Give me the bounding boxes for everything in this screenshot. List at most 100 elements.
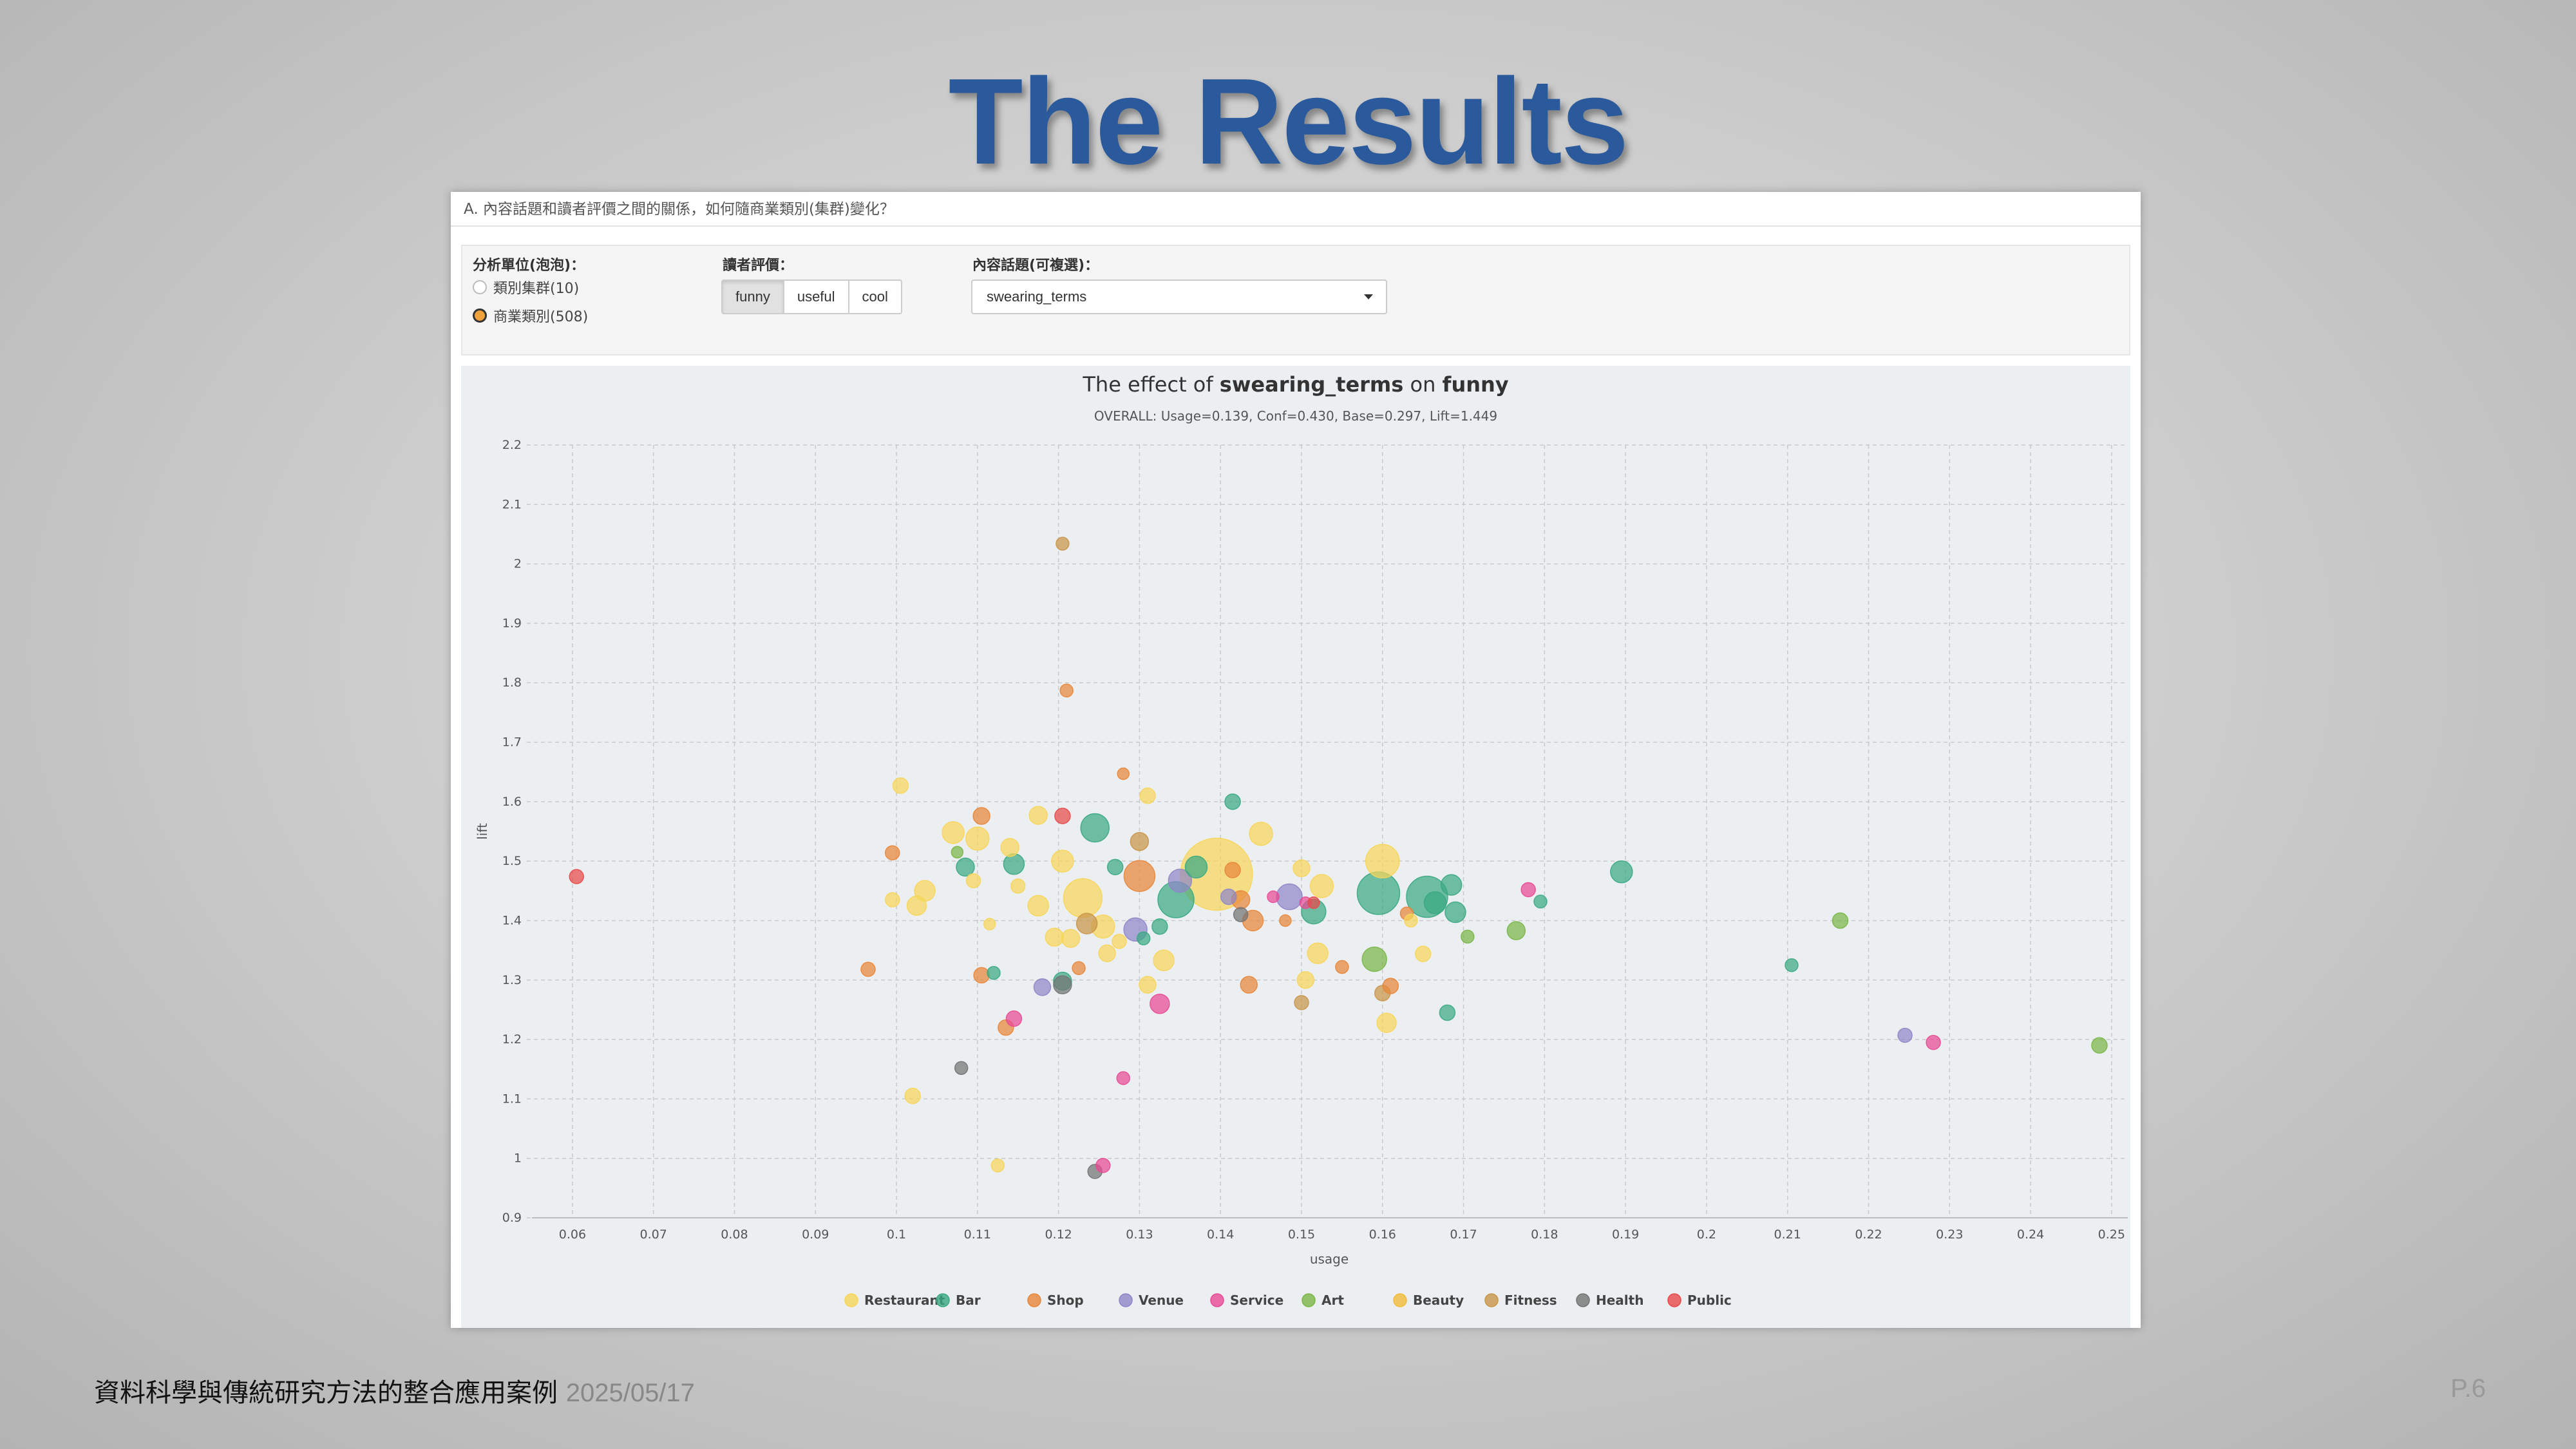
x-tick-label: 0.13 — [1126, 1227, 1153, 1242]
x-tick-label: 0.12 — [1045, 1227, 1072, 1242]
legend-label: Shop — [1047, 1293, 1084, 1308]
radio-category-cluster[interactable]: 類別集群(10) — [473, 277, 579, 298]
bubble-fitness — [1075, 913, 1098, 934]
legend-swatch — [936, 1293, 950, 1307]
bubble-restaurant — [1296, 971, 1315, 989]
bubble-health — [1233, 907, 1249, 922]
rating-button-group: funny useful cool — [721, 279, 902, 314]
bubble-public — [569, 869, 584, 884]
bubble-restaurant — [1139, 976, 1157, 994]
legend-swatch — [1667, 1293, 1681, 1307]
y-tick-label: 1.5 — [502, 854, 522, 868]
y-tick-label: 1.8 — [502, 676, 522, 690]
bubble-bar — [956, 857, 975, 877]
y-tick-label: 0.9 — [502, 1211, 522, 1225]
bubble-shop — [1382, 978, 1399, 994]
legend-label: Art — [1321, 1293, 1344, 1308]
bubble-restaurant — [1404, 913, 1418, 928]
radio-cluster-dot[interactable] — [473, 280, 487, 294]
bubble-shop — [1279, 914, 1292, 927]
legend-label: Health — [1596, 1293, 1643, 1308]
x-tick-label: 0.1 — [887, 1227, 906, 1242]
x-tick-label: 0.16 — [1369, 1227, 1396, 1242]
radio-business-dot[interactable] — [473, 308, 487, 323]
bubble-shop — [973, 967, 990, 984]
x-tick-label: 0.21 — [1774, 1227, 1801, 1242]
chart-subtitle: OVERALL: Usage=0.139, Conf=0.430, Base=0… — [1094, 408, 1497, 424]
bubble-restaurant — [1028, 806, 1048, 825]
radio-business-category[interactable]: 商業類別(508) — [473, 305, 588, 326]
x-tick-label: 0.06 — [559, 1227, 586, 1242]
chart-title: The effect of swearing_terms on funny — [1082, 372, 1508, 397]
chart-area: The effect of swearing_terms on funny OV… — [461, 366, 2130, 1328]
y-tick-label: 1.4 — [502, 913, 522, 927]
bubble-venue — [1033, 978, 1052, 996]
radio-business-label: 商業類別(508) — [493, 309, 589, 325]
bubble-bar — [1136, 931, 1151, 945]
y-axis-label: lift — [475, 823, 490, 840]
legend-label: Venue — [1139, 1293, 1184, 1308]
bubble-chart: The effect of swearing_terms on funny OV… — [475, 372, 2128, 1308]
bubble-art — [1832, 912, 1849, 929]
bubble-service — [1267, 890, 1280, 904]
bubble-art — [1506, 921, 1526, 940]
bubble-restaurant — [965, 826, 990, 851]
bubble-art — [1461, 929, 1475, 944]
bubble-bar — [987, 965, 1001, 980]
bubble-bar — [1423, 891, 1447, 914]
legend-label: Public — [1687, 1293, 1732, 1308]
bubble-health — [1053, 975, 1072, 994]
controls-bar: 分析單位(泡泡)： 類別集群(10) 商業類別(508) 讀者評價： funny… — [461, 245, 2130, 355]
bubble-bar — [1533, 895, 1548, 909]
panel-header: A. 內容話題和讀者評價之間的關係，如何隨商業類別(集群)變化？ — [451, 192, 2141, 227]
y-axis-ticks: 0.9 1 1.1 1.2 1.3 1.4 1.5 1.6 1.7 1.8 1.9 2 2.1 2.2 — [502, 438, 522, 1225]
bubble-fitness — [1294, 995, 1309, 1010]
rating-cool-button[interactable]: cool — [848, 279, 902, 314]
x-tick-label: 0.09 — [802, 1227, 829, 1242]
bubble-bar — [1151, 918, 1168, 935]
bubble-restaurant — [1051, 849, 1074, 873]
rating-useful-button[interactable]: useful — [782, 279, 849, 314]
rating-label: 讀者評價： — [723, 258, 794, 274]
bubble-restaurant — [965, 873, 981, 889]
bubble-restaurant — [1112, 934, 1127, 949]
legend-swatch — [1302, 1293, 1316, 1307]
bubble-restaurant — [1307, 942, 1329, 964]
bubble-art — [1361, 946, 1387, 972]
footer-text: 資料科學與傳統研究方法的整合應用案例 — [94, 1378, 558, 1408]
bubble-restaurant — [1000, 838, 1019, 857]
x-tick-label: 0.22 — [1855, 1227, 1882, 1242]
bubble-restaurant — [1061, 929, 1081, 948]
bubble-bar — [1356, 871, 1401, 915]
bubble-health — [954, 1061, 969, 1075]
bubble-bar — [1440, 874, 1463, 896]
bubble-shop — [860, 961, 876, 977]
bubble-bar — [1610, 860, 1633, 884]
bubble-restaurant — [1249, 821, 1273, 846]
radio-cluster-label: 類別集群(10) — [493, 281, 580, 297]
x-tick-label: 0.23 — [1936, 1227, 1963, 1242]
bubble-restaurant — [983, 918, 996, 931]
bubble-fitness — [1130, 831, 1150, 851]
chart-grid — [527, 444, 2128, 1218]
x-axis-ticks: 0.06 0.07 0.08 0.09 0.1 0.11 0.12 0.13 0.14 0.15 0… — [559, 1227, 2125, 1242]
bubble-restaurant — [1376, 1012, 1397, 1033]
rating-funny-button[interactable]: funny — [721, 279, 784, 314]
y-tick-label: 1.2 — [502, 1032, 522, 1046]
bubble-service — [1520, 882, 1536, 898]
y-tick-label: 2.2 — [502, 438, 522, 452]
page-number: P.6 — [2450, 1374, 2486, 1403]
bubble-restaurant — [885, 892, 900, 907]
legend-label: Beauty — [1413, 1293, 1464, 1308]
x-tick-label: 0.18 — [1531, 1227, 1558, 1242]
legend-swatch — [1210, 1293, 1224, 1307]
bubble-shop — [1059, 683, 1074, 697]
bubble-restaurant — [1027, 895, 1049, 917]
topic-select[interactable]: swearing_terms — [971, 279, 1387, 314]
y-tick-label: 1.3 — [502, 973, 522, 987]
legend-swatch — [1027, 1293, 1041, 1307]
footer-date: 2025/05/17 — [565, 1379, 695, 1407]
legend-label: Fitness — [1504, 1293, 1557, 1308]
unit-label: 分析單位(泡泡)： — [473, 258, 585, 274]
x-axis-label: usage — [1310, 1251, 1349, 1267]
